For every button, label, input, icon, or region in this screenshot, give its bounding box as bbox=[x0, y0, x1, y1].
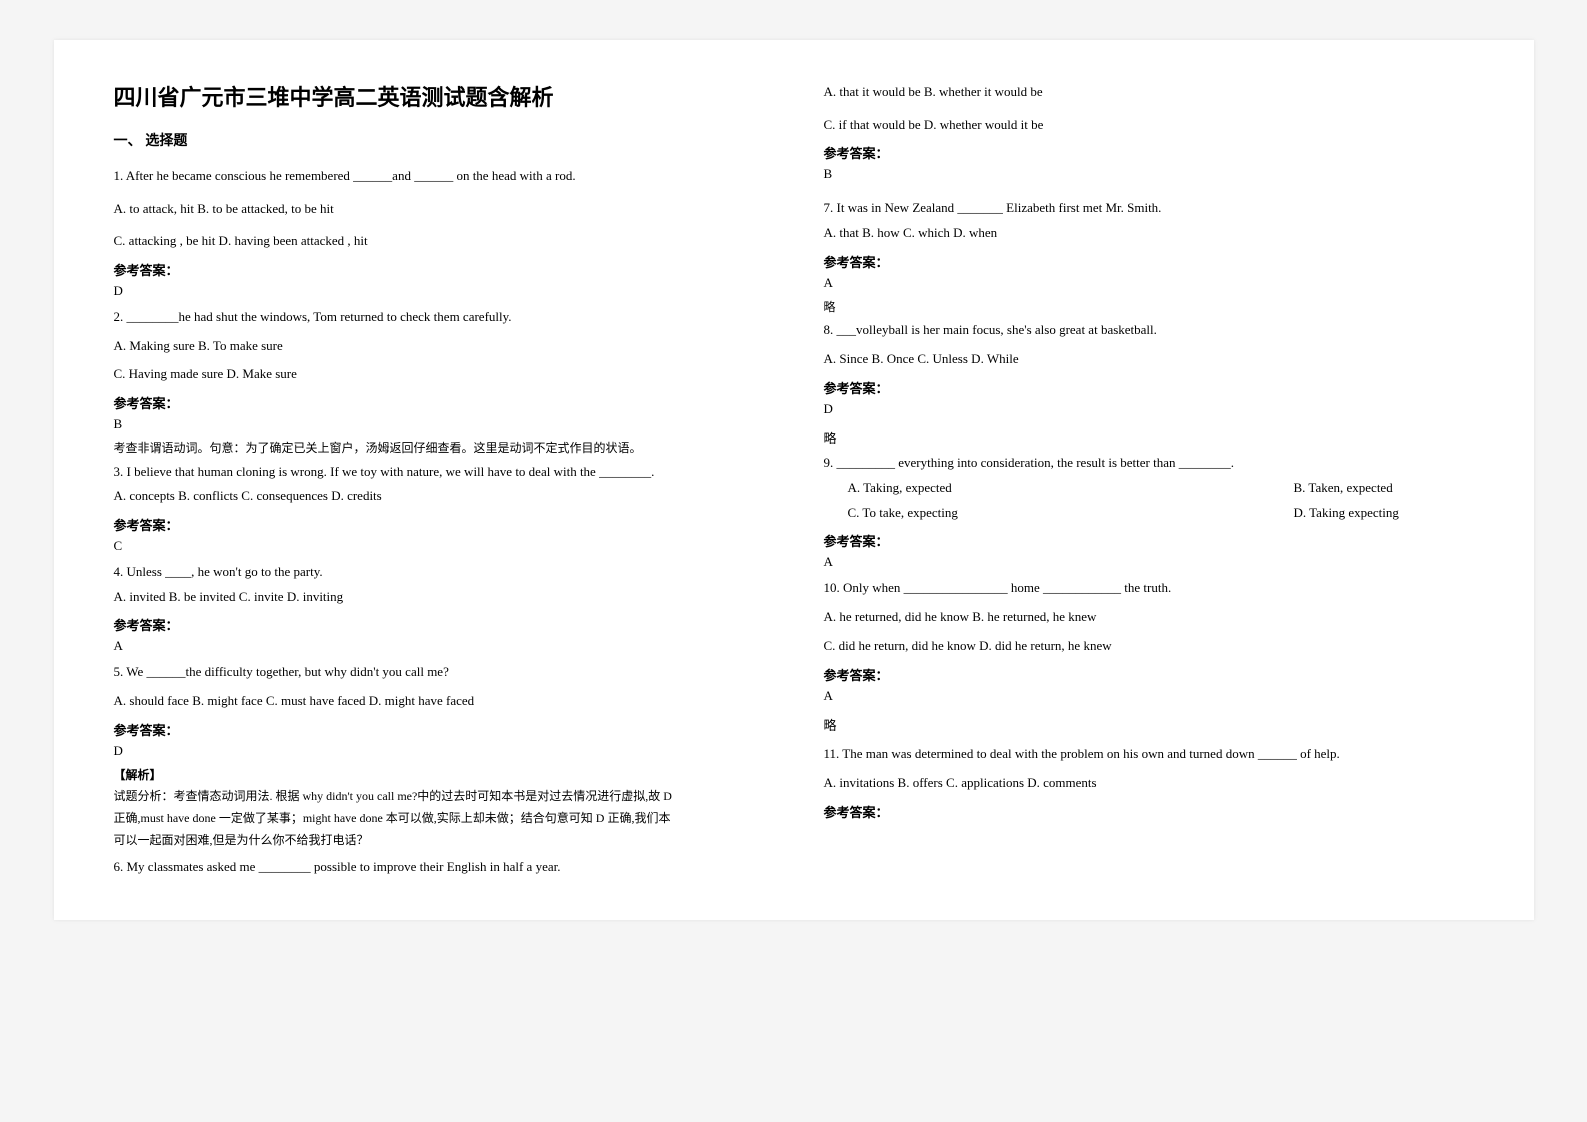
q9-answer: A bbox=[824, 554, 1474, 570]
q3-stem: 3. I believe that human cloning is wrong… bbox=[114, 460, 764, 485]
q6-answer: B bbox=[824, 166, 1474, 182]
q10-answer: A bbox=[824, 688, 1474, 704]
q9-opt-a: A. Taking, expected bbox=[824, 476, 1294, 501]
q8-stem: 8. ___volleyball is her main focus, she'… bbox=[824, 318, 1474, 343]
answer-label: 参考答案： bbox=[114, 720, 764, 739]
q11-options: A. invitations B. offers C. applications… bbox=[824, 771, 1474, 796]
q5-stem: 5. We ______the difficulty together, but… bbox=[114, 660, 764, 685]
q9-opt-c: C. To take, expecting bbox=[824, 501, 1294, 526]
q4-stem: 4. Unless ____, he won't go to the party… bbox=[114, 560, 764, 585]
q5-explain-line3: 可以一起面对困难,但是为什么你不给我打电话？ bbox=[114, 830, 764, 852]
q5-explain-line1: 试题分析：考查情态动词用法. 根据 why didn't you call me… bbox=[114, 786, 764, 808]
q10-stem: 10. Only when ________________ home ____… bbox=[824, 576, 1474, 601]
right-column: A. that it would be B. whether it would … bbox=[824, 80, 1474, 880]
q7-answer: A bbox=[824, 275, 1474, 291]
q4-answer: A bbox=[114, 638, 764, 654]
q10-options-row1: A. he returned, did he know B. he return… bbox=[824, 605, 1474, 630]
document-title: 四川省广元市三堆中学高二英语测试题含解析 bbox=[114, 80, 764, 112]
q2-answer: B bbox=[114, 416, 764, 432]
q9-opt-d: D. Taking expecting bbox=[1294, 501, 1474, 526]
q2-options-row2: C. Having made sure D. Make sure bbox=[114, 362, 764, 387]
q2-options-row1: A. Making sure B. To make sure bbox=[114, 334, 764, 359]
answer-label: 参考答案： bbox=[824, 378, 1474, 397]
q1-options-row2: C. attacking , be hit D. having been att… bbox=[114, 229, 764, 254]
q8-answer: D bbox=[824, 401, 1474, 417]
answer-label: 参考答案： bbox=[114, 393, 764, 412]
q2-stem: 2. ________he had shut the windows, Tom … bbox=[114, 305, 764, 330]
q1-answer: D bbox=[114, 283, 764, 299]
q7-note: 略 bbox=[824, 297, 1474, 319]
q7-options: A. that B. how C. which D. when bbox=[824, 221, 1474, 246]
answer-label: 参考答案： bbox=[824, 252, 1474, 271]
q8-options: A. Since B. Once C. Unless D. While bbox=[824, 347, 1474, 372]
q11-stem: 11. The man was determined to deal with … bbox=[824, 742, 1474, 767]
q6-options-row1: A. that it would be B. whether it would … bbox=[824, 80, 1474, 105]
q8-note: 略 bbox=[824, 427, 1474, 452]
q9-options-row2: C. To take, expecting D. Taking expectin… bbox=[824, 501, 1474, 526]
section-heading: 一、 选择题 bbox=[114, 130, 764, 150]
answer-label: 参考答案： bbox=[824, 143, 1474, 162]
answer-label: 参考答案： bbox=[114, 515, 764, 534]
q1-stem: 1. After he became conscious he remember… bbox=[114, 164, 764, 189]
answer-label: 参考答案： bbox=[824, 665, 1474, 684]
q6-options-row2: C. if that would be D. whether would it … bbox=[824, 113, 1474, 138]
q5-answer: D bbox=[114, 743, 764, 759]
answer-label: 参考答案： bbox=[824, 531, 1474, 550]
q2-explain: 考查非谓语动词。句意：为了确定已关上窗户，汤姆返回仔细查看。这里是动词不定式作目… bbox=[114, 438, 764, 460]
q4-options: A. invited B. be invited C. invite D. in… bbox=[114, 585, 764, 610]
q9-opt-b: B. Taken, expected bbox=[1294, 476, 1474, 501]
q9-options-row1: A. Taking, expected B. Taken, expected bbox=[824, 476, 1474, 501]
q10-note: 略 bbox=[824, 714, 1474, 739]
document-page: 四川省广元市三堆中学高二英语测试题含解析 一、 选择题 1. After he … bbox=[54, 40, 1534, 920]
answer-label: 参考答案： bbox=[824, 802, 1474, 821]
q3-options: A. concepts B. conflicts C. consequences… bbox=[114, 484, 764, 509]
q5-explain-line2: 正确,must have done 一定做了某事；might have done… bbox=[114, 808, 764, 830]
q10-options-row2: C. did he return, did he know D. did he … bbox=[824, 634, 1474, 659]
q7-stem: 7. It was in New Zealand _______ Elizabe… bbox=[824, 196, 1474, 221]
answer-label: 参考答案： bbox=[114, 260, 764, 279]
q5-options: A. should face B. might face C. must hav… bbox=[114, 689, 764, 714]
q6-stem: 6. My classmates asked me ________ possi… bbox=[114, 855, 764, 880]
left-column: 四川省广元市三堆中学高二英语测试题含解析 一、 选择题 1. After he … bbox=[114, 80, 764, 880]
q1-options-row1: A. to attack, hit B. to be attacked, to … bbox=[114, 197, 764, 222]
q9-stem: 9. _________ everything into considerati… bbox=[824, 451, 1474, 476]
q3-answer: C bbox=[114, 538, 764, 554]
explain-label: 【解析】 bbox=[114, 765, 764, 787]
answer-label: 参考答案： bbox=[114, 615, 764, 634]
